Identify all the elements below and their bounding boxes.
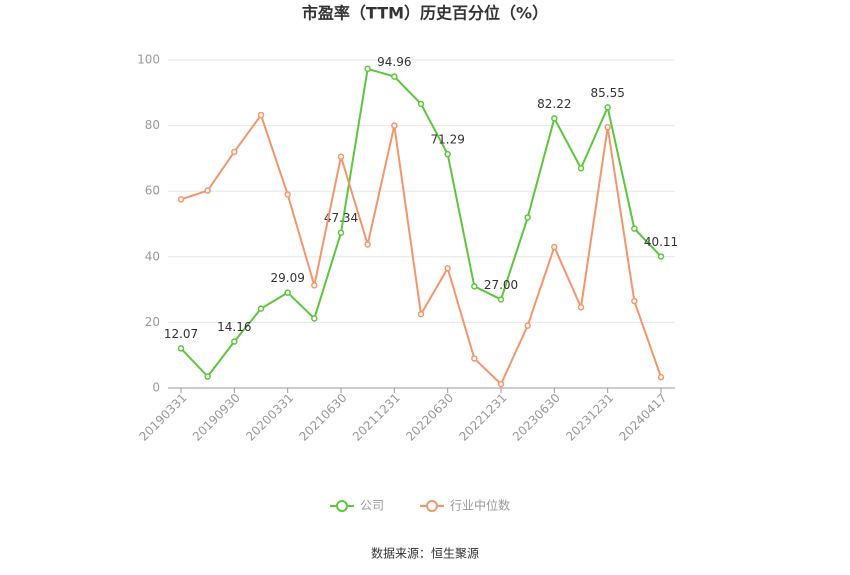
data-point bbox=[551, 243, 558, 251]
x-tick-label: 20230630 bbox=[510, 391, 563, 444]
data-point bbox=[471, 283, 478, 290]
chart-title: 市盈率（TTM）历史百分位（%） bbox=[302, 4, 548, 23]
data-label: 47.34 bbox=[324, 211, 358, 225]
x-tick-label: 20221231 bbox=[457, 391, 510, 444]
data-point bbox=[391, 122, 398, 129]
data-label: 71.29 bbox=[430, 133, 464, 147]
data-point bbox=[577, 164, 585, 172]
data-point bbox=[364, 241, 371, 248]
x-tick-label: 20210630 bbox=[297, 391, 350, 444]
x-tick-label: 20200331 bbox=[243, 391, 296, 444]
data-point bbox=[257, 111, 265, 119]
legend-label: 公司 bbox=[360, 499, 384, 513]
data-point bbox=[631, 297, 638, 305]
data-point bbox=[284, 289, 291, 296]
source: 数据来源：恒生聚源 bbox=[371, 546, 479, 561]
data-point bbox=[631, 225, 638, 232]
data-point bbox=[604, 104, 611, 111]
data-label: 40.11 bbox=[644, 235, 678, 249]
x-tick-label: 20231231 bbox=[563, 391, 616, 444]
legend-swatch bbox=[336, 500, 348, 512]
y-tick-label: 40 bbox=[145, 249, 160, 263]
x-tick-label: 20190930 bbox=[190, 391, 243, 444]
data-label: 27.00 bbox=[484, 278, 518, 292]
y-tick-label: 0 bbox=[152, 381, 160, 395]
data-point bbox=[524, 214, 531, 221]
data-point bbox=[497, 296, 505, 303]
data-point bbox=[311, 315, 318, 322]
data-point bbox=[657, 373, 665, 381]
data-label: 29.09 bbox=[270, 271, 304, 285]
data-point bbox=[337, 153, 345, 161]
data-point bbox=[417, 310, 425, 318]
data-point bbox=[524, 322, 531, 329]
data-point bbox=[231, 338, 238, 345]
data-point bbox=[311, 282, 318, 289]
data-point bbox=[204, 373, 211, 380]
data-label: 82.22 bbox=[537, 97, 571, 111]
data-point bbox=[231, 148, 238, 156]
data-point bbox=[337, 229, 345, 236]
data-point bbox=[257, 305, 265, 312]
data-label: 14.16 bbox=[217, 320, 251, 334]
data-point bbox=[391, 73, 398, 80]
data-label: 12.07 bbox=[164, 327, 198, 341]
data-point bbox=[657, 253, 665, 260]
data-label: 94.96 bbox=[377, 55, 411, 69]
series-line bbox=[180, 112, 662, 386]
data-point bbox=[604, 123, 611, 131]
y-tick-label: 80 bbox=[145, 118, 160, 132]
y-tick-label: 100 bbox=[137, 53, 160, 67]
data-point bbox=[444, 265, 451, 272]
data-point bbox=[577, 304, 585, 311]
data-label: 85.55 bbox=[590, 86, 624, 100]
x-tick-label: 20211231 bbox=[350, 391, 403, 444]
y-tick-label: 20 bbox=[145, 315, 160, 329]
data-point bbox=[417, 100, 425, 108]
x-tick-label: 20220630 bbox=[403, 391, 456, 444]
data-point bbox=[177, 196, 185, 203]
series-line bbox=[180, 67, 662, 379]
legend-swatch bbox=[426, 500, 438, 512]
data-point bbox=[204, 187, 211, 194]
data-point bbox=[284, 191, 291, 198]
x-tick-label: 20240417 bbox=[617, 391, 670, 444]
data-point bbox=[177, 345, 185, 352]
x-tick-label: 20190331 bbox=[137, 391, 190, 444]
data-point bbox=[471, 355, 478, 362]
legend-label: 行业中位数 bbox=[450, 498, 510, 513]
data-point bbox=[551, 115, 558, 122]
y-tick-label: 60 bbox=[145, 184, 160, 198]
data-point bbox=[497, 380, 505, 388]
data-point bbox=[444, 150, 451, 158]
data-point bbox=[364, 65, 371, 73]
